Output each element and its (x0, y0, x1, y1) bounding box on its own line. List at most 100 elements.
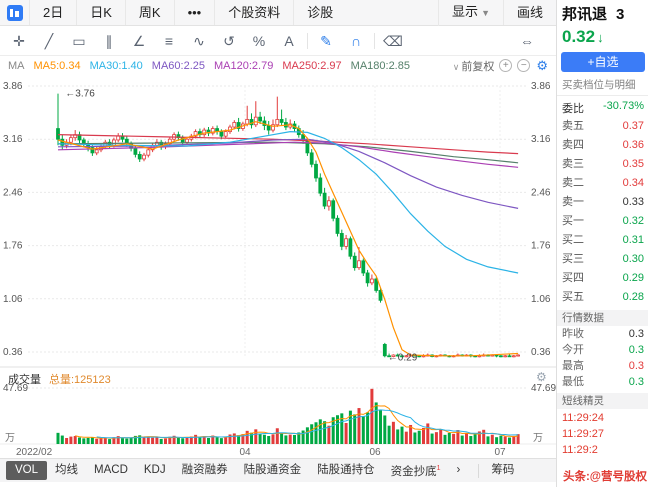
display-menu-button[interactable]: 显示 ▼ (438, 0, 503, 26)
candles-layer (56, 93, 520, 358)
tab-lugutong-chicang-label: 陆股通持仓 (317, 464, 375, 476)
tab-chouma[interactable]: 筹码 (491, 464, 515, 476)
ma-line-ma180 (57, 141, 519, 164)
rect-tool-icon[interactable]: ▭ (72, 33, 86, 49)
tab-kdj[interactable]: KDJ (136, 459, 174, 482)
tab-rongzirongquan-label: 融资融券 (181, 464, 228, 476)
period-tabs: 2日 日K 周K ••• 个股资料 诊股 (29, 0, 346, 25)
y-tick-label: 2.46 (3, 187, 23, 198)
top-tab-stock-profile[interactable]: 个股资料 (214, 0, 293, 25)
zoom-in-icon[interactable]: + (499, 59, 513, 72)
tab-junxian[interactable]: 均线 (47, 459, 86, 482)
weibi-label: 委比 (562, 103, 584, 115)
price-annotation: ←3.76 (65, 89, 95, 100)
top-tab-daily-k[interactable]: 日K (76, 0, 125, 25)
ask-row-label: 卖五 (562, 120, 584, 132)
move-tool-icon[interactable]: ✛ (13, 33, 25, 49)
trend-line-tool-icon[interactable]: ╱ (44, 33, 54, 49)
cycle-tool-icon[interactable]: ↺ (223, 33, 235, 49)
quote-label: 今开 (562, 344, 584, 356)
bid-levels: 买一 0.32 买二 0.31 买三 0.30 买四 0.29 买五 0.28 (557, 212, 648, 307)
ask-row-price: 0.34 (622, 177, 644, 189)
bid-row: 买三 0.30 (557, 250, 648, 269)
top-tab-two-day[interactable]: 2日 (29, 0, 76, 25)
ask-row-label: 卖一 (562, 196, 584, 208)
tab-macd[interactable]: MACD (86, 459, 136, 482)
ma5-value-label: MA5:0.34 (33, 59, 81, 72)
multi-line-tool-icon[interactable]: ≡ (164, 33, 174, 49)
expand-tool-icon[interactable]: ⇔ (520, 33, 534, 49)
quote-rows: 昨收 0.3 今开 0.3 最高 0.3 最低 0.3 (557, 326, 648, 390)
chart-settings-gear-icon[interactable]: ⚙ (536, 57, 548, 73)
indicator-tabs: VOL 均线 MACD KDJ 融资融券 陆股通资金 陆股通持仓 资金抄底1 › (0, 457, 468, 484)
bid-row: 买一 0.32 (557, 212, 648, 231)
drawing-toolbar: ✛ ╱ ▭ ∥ ∠ ≡ ∿ ↺% A ✎ ∩ ⌫ ⇔ (0, 27, 556, 56)
x-tick-label: 07 (494, 447, 506, 458)
top-tab-diagnose[interactable]: 诊股 (293, 0, 346, 25)
tab-lugutong-zijin[interactable]: 陆股通资金 (236, 459, 310, 482)
ma250-value-label: MA250:2.97 (282, 59, 342, 72)
tab-vol[interactable]: VOL (6, 461, 48, 480)
text-tool-icon[interactable]: A (284, 33, 294, 49)
quote-row: 最低 0.3 (557, 374, 648, 390)
volume-pane-header: 成交量 总量:125123 (8, 371, 111, 387)
ma30-value-label: MA30:1.40 (89, 59, 143, 72)
tab-more-arrow[interactable]: › (449, 459, 469, 482)
add-watchlist-button[interactable]: +自选 (561, 52, 645, 72)
volume-settings-gear-icon[interactable]: ⚙ (536, 370, 547, 384)
y-tick-label: 0.36 (531, 347, 551, 358)
quote-value: 0.3 (628, 376, 644, 388)
tab-junxian-label: 均线 (55, 464, 79, 476)
ma-line-ma5 (57, 121, 519, 357)
ma60-value-label: MA60:2.25 (151, 59, 205, 72)
bid-row-price: 0.30 (622, 253, 644, 265)
tab-rongzirongquan[interactable]: 融资融券 (174, 459, 236, 482)
stock-code: 3 (616, 6, 625, 23)
alert-time: 11:29:24 (562, 412, 605, 424)
ask-row: 卖三 0.35 (557, 155, 648, 174)
y-tick-label: 1.76 (3, 241, 23, 252)
tab-zijin-chaodi-label: 资金抄底 (390, 465, 437, 478)
tab-zijin-chaodi[interactable]: 资金抄底1 (383, 457, 449, 484)
x-tick-label: 06 (369, 447, 381, 458)
quote-section-header[interactable]: 行情数据 (557, 310, 648, 326)
quote-row: 昨收 0.3 (557, 326, 648, 342)
percent-tool-icon[interactable]: % (252, 33, 266, 49)
parallel-channel-tool-icon[interactable]: ∥ (105, 33, 113, 49)
bid-row-label: 买二 (562, 234, 584, 246)
angle-tool-icon[interactable]: ∠ (132, 33, 146, 49)
bid-row: 买四 0.29 (557, 269, 648, 288)
adjust-mode-dropdown[interactable]: ∨ 前复权 (453, 58, 495, 74)
adjust-mode-label: 前复权 (461, 60, 495, 73)
volume-title: 成交量 (8, 374, 41, 386)
bid-row-label: 买四 (562, 272, 584, 284)
zoom-out-icon[interactable]: − (517, 59, 531, 72)
order-book-tab[interactable]: 买卖档位与明细 (557, 77, 648, 96)
toolbar-separator (307, 33, 308, 49)
ask-levels: 卖五 0.37 卖四 0.36 卖三 0.35 卖二 0.34 卖一 0.33 (557, 117, 648, 212)
price-annotation: ←0.29 (388, 352, 418, 363)
app-logo-icon[interactable] (7, 4, 23, 21)
quote-row: 今开 0.3 (557, 342, 648, 358)
tab-lugutong-chicang[interactable]: 陆股通持仓 (309, 459, 383, 482)
arc-tool-icon[interactable]: ∩ (350, 33, 362, 49)
top-tab-more-periods[interactable]: ••• (173, 0, 215, 25)
wave-tool-icon[interactable]: ∿ (193, 33, 205, 49)
brush-tool-icon[interactable]: ✎ (320, 33, 332, 49)
price-candlestick-chart[interactable]: 3.86 3.86 3.16 3.16 2.46 2.46 1.76 1.76 1.06 1.06… (0, 74, 556, 368)
ma-indicator-bar: MA MA5:0.34 MA30:1.40 MA60:2.25 MA120:2.79 M… (0, 57, 556, 74)
stock-name: 邦讯退 (562, 6, 608, 23)
toolbar-separator (374, 33, 375, 49)
alert-section-header[interactable]: 短线精灵 (557, 393, 648, 409)
top-tab-weekly-k[interactable]: 周K (124, 0, 174, 25)
display-label: 显示 (452, 4, 479, 19)
delete-tool-icon[interactable]: ⌫ (383, 33, 403, 49)
volume-total-value: 总量:125123 (49, 374, 111, 386)
price-down-arrow-icon: ↓ (597, 30, 604, 45)
draw-line-button[interactable]: 画线 (502, 0, 556, 25)
y-tick-label: 2.46 (531, 187, 551, 198)
volume-bars-layer (56, 388, 520, 444)
tab-kdj-label: KDJ (143, 464, 166, 476)
